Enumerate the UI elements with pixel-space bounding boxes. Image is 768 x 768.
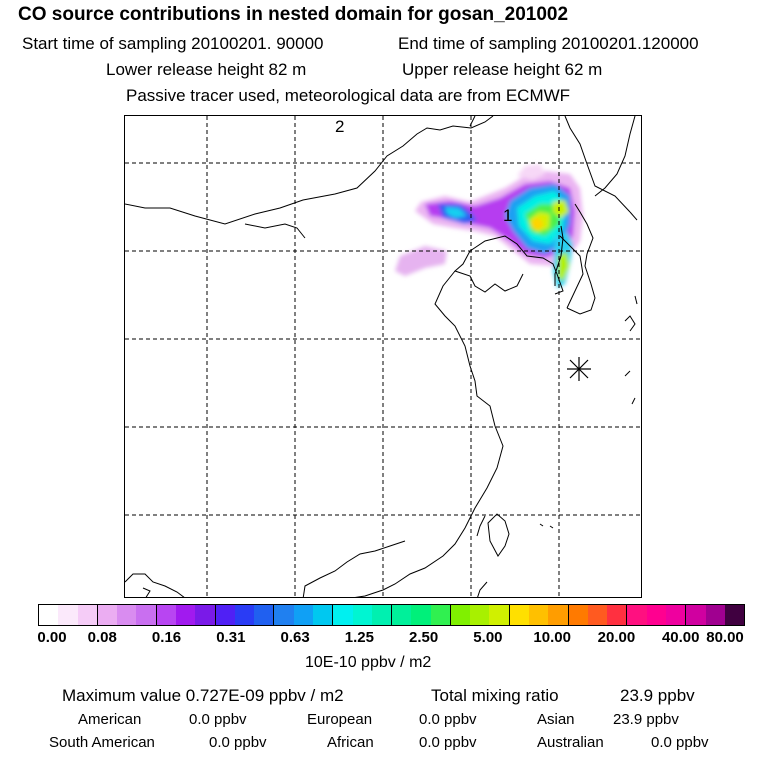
colorbar-swatch: [117, 605, 137, 625]
colorbar-swatch: [77, 605, 98, 625]
total-mixing-label: Total mixing ratio: [431, 686, 559, 705]
maximum-value: Maximum value 0.727E-09 ppbv / m2: [62, 686, 344, 705]
tracer-note: Passive tracer used, meteorological data…: [126, 86, 571, 105]
colorbar-swatch: [215, 605, 235, 625]
colorbar-swatch: [195, 605, 216, 625]
colorbar-swatch: [392, 605, 412, 625]
colorbar-swatch: [686, 605, 706, 625]
colorbar-swatch: [646, 605, 666, 625]
colorbar-tick-label: 1.25: [344, 629, 374, 646]
asian-value: 23.9 ppbv: [613, 711, 679, 728]
lower-release-height: Lower release height 82 m: [106, 60, 307, 79]
colorbar-swatch: [568, 605, 588, 625]
colorbar-swatch: [156, 605, 176, 625]
european-value: 0.0 ppbv: [419, 711, 477, 728]
colorbar-swatch: [58, 605, 78, 625]
colorbar-tick-label: 10.00: [533, 629, 571, 646]
colorbar-swatch: [587, 605, 608, 625]
domain-marker-1: 1: [503, 206, 512, 225]
colorbar-tick-label: 80.00: [706, 629, 744, 646]
colorbar-swatch: [470, 605, 490, 625]
european-label: European: [307, 711, 373, 728]
colorbar-swatch: [97, 605, 118, 625]
south-american-value: 0.0 ppbv: [209, 734, 267, 751]
colorbar-tick-label: 0.31: [216, 629, 246, 646]
coastlines: [125, 116, 638, 597]
colorbar-tick-label: 5.00: [473, 629, 503, 646]
colorbar-tick-label: 0.63: [280, 629, 310, 646]
colorbar-swatch: [489, 605, 510, 625]
concentration-plume: [395, 164, 583, 288]
colorbar-swatch: [293, 605, 313, 625]
lat-lon-grid: [125, 116, 641, 597]
south-american-label: South American: [49, 734, 155, 751]
colorbar-swatch: [352, 605, 372, 625]
colorbar-swatch: [450, 605, 471, 625]
colorbar-swatch: [529, 605, 549, 625]
colorbar-swatch: [333, 605, 353, 625]
colorbar-swatch: [627, 605, 647, 625]
colorbar-swatch: [666, 605, 687, 625]
colorbar-swatch: [136, 605, 157, 625]
colorbar-tick-label: 20.00: [597, 629, 636, 646]
colorbar-tick-label: 2.50: [409, 629, 439, 646]
start-time: Start time of sampling 20100201. 90000: [22, 34, 324, 53]
total-mixing-value: 23.9 ppbv: [620, 686, 695, 705]
domain-marker-2: 2: [335, 117, 344, 136]
colorbar: [38, 604, 745, 626]
american-value: 0.0 ppbv: [189, 711, 247, 728]
colorbar-swatch: [254, 605, 275, 625]
plot-title: CO source contributions in nested domain…: [18, 4, 569, 25]
colorbar-swatch: [312, 605, 334, 625]
african-label: African: [327, 734, 374, 751]
colorbar-swatch: [548, 605, 569, 625]
map-canvas: 2 1: [125, 116, 641, 597]
australian-value: 0.0 ppbv: [651, 734, 709, 751]
colorbar-swatch: [234, 605, 255, 625]
map-panel: 2 1: [124, 115, 642, 598]
african-value: 0.0 ppbv: [419, 734, 477, 751]
colorbar-tick-label: 0.16: [151, 629, 182, 646]
colorbar-tick-label: 40.00: [661, 629, 700, 646]
asterisk-icon: [567, 357, 591, 381]
colorbar-swatch: [724, 605, 745, 625]
colorbar-unit: 10E-10 ppbv / m2: [305, 654, 432, 671]
colorbar-tick-label: 0.00: [37, 629, 67, 646]
colorbar-swatch: [411, 605, 431, 625]
upper-release-height: Upper release height 62 m: [402, 60, 603, 79]
colorbar-swatch: [607, 605, 628, 625]
asian-label: Asian: [537, 711, 575, 728]
colorbar-swatch: [509, 605, 530, 625]
colorbar-tick-label: 0.08: [87, 629, 117, 646]
end-time: End time of sampling 20100201.120000: [398, 34, 699, 53]
colorbar-swatch: [705, 605, 725, 625]
colorbar-swatch: [175, 605, 196, 625]
colorbar-swatch: [274, 605, 294, 625]
american-label: American: [78, 711, 142, 728]
colorbar-swatch: [39, 605, 59, 625]
australian-label: Australian: [537, 734, 604, 751]
colorbar-swatch: [430, 605, 451, 625]
colorbar-swatch: [371, 605, 393, 625]
